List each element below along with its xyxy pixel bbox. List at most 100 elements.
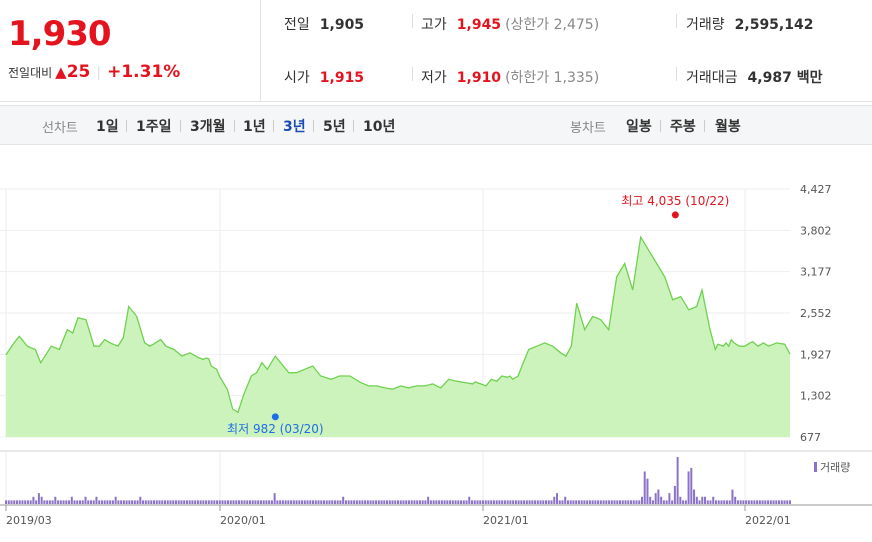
volume-bar — [103, 500, 106, 504]
volume-bar — [358, 500, 361, 504]
volume-bar — [654, 493, 657, 504]
tab-3m[interactable]: 3개월 — [190, 119, 226, 135]
volume-bar — [473, 500, 476, 504]
prev-close: 전일 1,905 — [284, 17, 365, 33]
tab-1y[interactable]: 1년 — [243, 119, 266, 135]
tab-1d[interactable]: 1일 — [96, 119, 119, 135]
volume-bar — [646, 478, 649, 504]
volume-bar — [704, 496, 707, 504]
tab-5y[interactable]: 5년 — [323, 119, 346, 135]
x-tick-label: 2021/01 — [483, 514, 529, 527]
volume-bar — [542, 500, 545, 504]
volume-bar — [339, 500, 342, 504]
volume-bar — [232, 500, 235, 504]
volume-bar — [246, 500, 249, 504]
volume-bar — [624, 500, 627, 504]
volume-bar — [180, 500, 183, 504]
volume-bar — [205, 500, 208, 504]
volume-bar — [539, 500, 542, 504]
volume-bar — [353, 500, 356, 504]
volume-bar — [602, 500, 605, 504]
volume-bar — [418, 500, 421, 504]
volume-bar — [523, 500, 526, 504]
low-marker — [271, 413, 279, 421]
volume-bar — [687, 471, 690, 504]
volume-bar — [440, 500, 443, 504]
volume-bar — [627, 500, 630, 504]
divider — [660, 120, 661, 132]
volume-bar — [561, 500, 564, 504]
volume-bar — [153, 500, 156, 504]
volume-bar — [583, 500, 586, 504]
volume-bar — [248, 500, 251, 504]
volume-bar — [764, 500, 767, 504]
divider — [353, 120, 354, 132]
volume-bar — [202, 500, 205, 504]
volume-bar — [347, 500, 350, 504]
divider — [234, 120, 235, 132]
volume-bar — [306, 500, 309, 504]
volume-bar — [276, 500, 279, 504]
tab-daily[interactable]: 일봉 — [626, 119, 652, 135]
divider — [412, 14, 413, 28]
volume-bar — [534, 500, 537, 504]
volume-bar — [676, 457, 679, 504]
volume-bar — [298, 500, 301, 504]
divider — [313, 120, 314, 132]
volume-bar — [314, 500, 317, 504]
volume-bar — [424, 500, 427, 504]
volume-bar — [32, 496, 35, 504]
tab-1w[interactable]: 1주일 — [136, 119, 172, 135]
high-value: 1,945 — [456, 17, 502, 33]
tab-weekly[interactable]: 주봉 — [670, 119, 696, 135]
tab-monthly[interactable]: 월봉 — [715, 119, 741, 135]
volume-bar — [254, 500, 257, 504]
volume-bar — [7, 500, 10, 504]
volume-bar — [369, 500, 372, 504]
volume-bar — [397, 500, 399, 504]
volume-bar — [619, 500, 622, 504]
volume-bar — [714, 500, 717, 504]
volume-bar — [199, 500, 202, 504]
volume-bar — [59, 500, 62, 504]
volume-bar — [194, 500, 197, 504]
volume-bar — [712, 496, 715, 504]
volume-bar — [210, 500, 213, 504]
volume-bar — [312, 500, 315, 504]
volume-bar — [695, 496, 698, 504]
volume-bar — [780, 500, 783, 504]
volume-bar — [547, 500, 550, 504]
volume-bar — [43, 500, 46, 504]
volume-bar — [227, 500, 230, 504]
price-change: 전일대비 ▲25 | +1.31% — [8, 62, 180, 82]
y-tick-label: 3,802 — [800, 224, 832, 237]
volume-bar — [402, 500, 405, 504]
volume-bar — [131, 500, 134, 504]
volume-bar — [484, 500, 487, 504]
volume-bar — [257, 500, 260, 504]
volume-bar — [599, 500, 602, 504]
volume-bar — [377, 500, 380, 504]
volume-bar — [662, 500, 665, 504]
volume-bar — [528, 500, 531, 504]
volume-bar — [449, 500, 452, 504]
volume-bar — [728, 500, 731, 504]
price-area — [6, 237, 790, 437]
volume-stat: 거래량 2,595,142 — [686, 17, 814, 33]
tab-3y[interactable]: 3년 — [283, 119, 306, 135]
volume-bar — [100, 500, 103, 504]
volume-bar — [259, 500, 262, 504]
volume-bar — [183, 500, 186, 504]
volume-bar — [555, 493, 558, 504]
chart-toolbar: 선차트 1일 1주일 3개월 1년 3년 5년 10년 봉차트 일봉 주봉 월봉 — [0, 105, 872, 145]
volume-bar — [786, 500, 789, 504]
tab-10y[interactable]: 10년 — [363, 119, 396, 135]
volume-bar — [87, 500, 90, 504]
volume-bar — [48, 500, 51, 504]
volume-bar — [621, 500, 624, 504]
volume-bar — [405, 500, 408, 504]
volume-bar — [251, 500, 254, 504]
volume-bar — [366, 500, 369, 504]
volume-bar — [196, 500, 199, 504]
volume-bar — [188, 500, 191, 504]
